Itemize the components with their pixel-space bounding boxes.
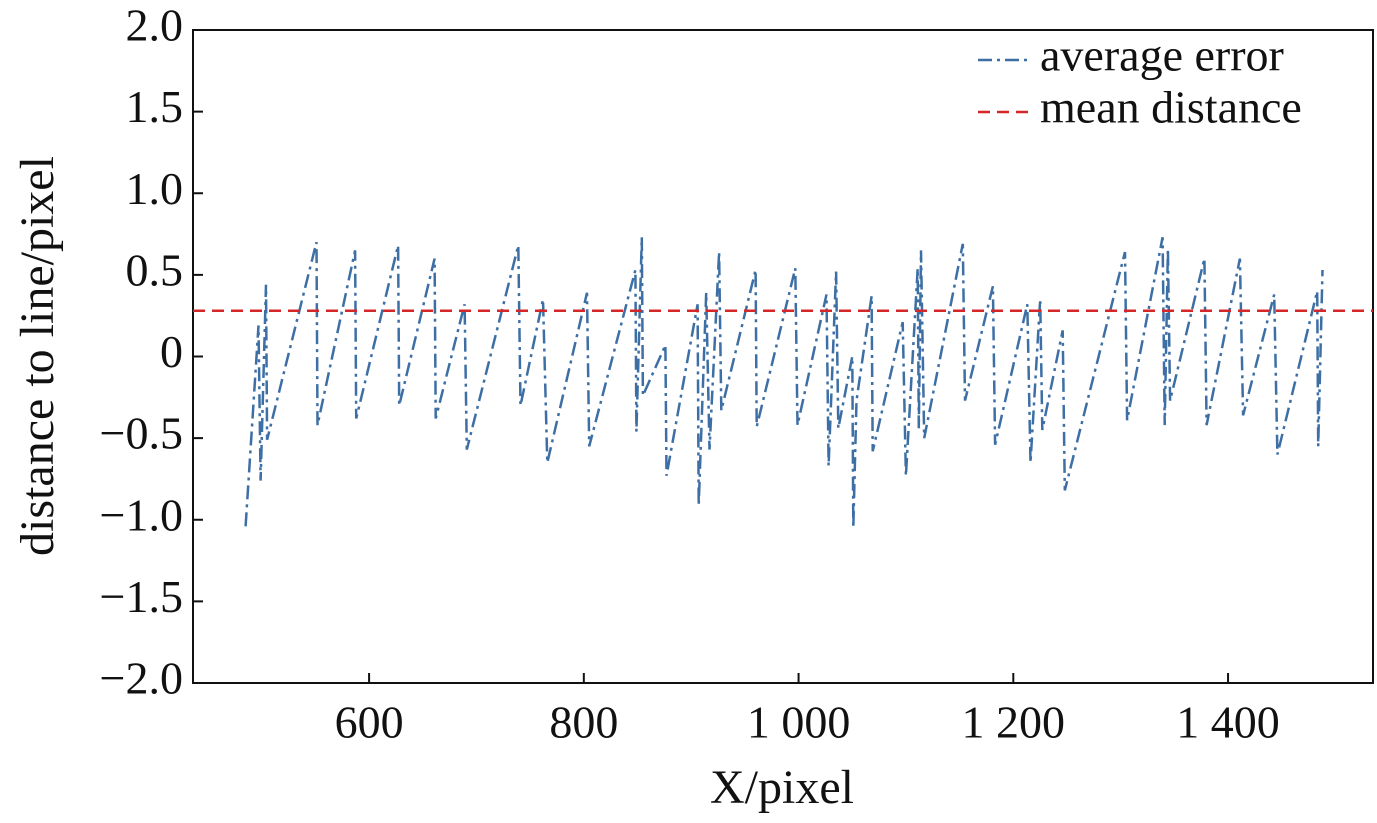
y-tick-label: 1.0: [126, 163, 184, 214]
x-tick-label: 1 200: [962, 697, 1066, 748]
y-axis-label: distance to line/pixel: [11, 156, 64, 556]
legend-label: average error: [1040, 30, 1284, 81]
y-tick-label: 0.5: [126, 244, 184, 295]
x-tick-label: 1 400: [1176, 697, 1280, 748]
x-axis-label: X/pixel: [710, 761, 854, 814]
x-tick-label: 600: [335, 697, 404, 748]
y-tick-label: −0.5: [100, 408, 183, 459]
y-tick-label: 2.0: [126, 0, 184, 51]
y-tick-label: −1.5: [100, 571, 183, 622]
y-tick-label: −2.0: [100, 653, 183, 704]
x-tick-label: 1 000: [747, 697, 851, 748]
y-tick-label: 1.5: [126, 81, 184, 132]
y-tick-label: −1.0: [100, 489, 183, 540]
y-tick-label: 0: [160, 326, 183, 377]
legend-label: mean distance: [1040, 82, 1302, 133]
x-tick-label: 800: [549, 697, 618, 748]
data-line: [244, 237, 1324, 528]
